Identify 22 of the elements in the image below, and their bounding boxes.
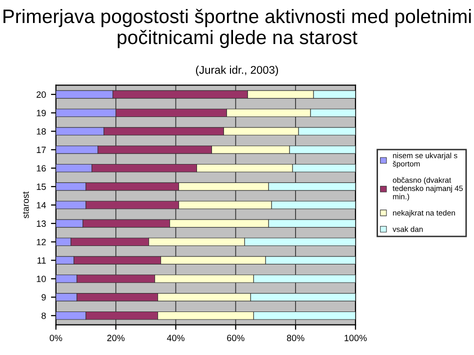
y-tick-label: 10 [36,276,46,282]
y-tick-label: 9 [42,294,46,301]
x-tick-label: 20% [107,334,125,342]
y-tick-label: 15 [36,184,46,190]
y-tick-label: 18 [36,128,46,135]
y-tick-label: 20 [36,91,46,98]
x-tick-label: 0% [50,334,62,342]
y-tick-label: 11 [38,257,46,264]
y-tick-label: 17 [36,146,46,153]
x-tick-label: 40% [166,334,184,342]
y-axis-title: starost [22,192,29,218]
chart-subtitle: (Jurak idr., 2003) [196,66,278,76]
y-tick-label: 12 [36,238,46,246]
y-tick-label: 16 [36,165,46,172]
x-tick-label: 100% [344,334,367,342]
x-tick-label: 60% [227,334,244,342]
y-tick-label: 14 [36,202,46,208]
chart-title: Primerjava pogostosti športne aktivnosti med poletnimi počitnicami glede na starost [4,8,471,48]
y-tick-label: 8 [42,312,46,319]
x-tick-label: 80% [286,334,304,342]
y-tick-label: 13 [36,220,46,227]
y-tick-label: 19 [36,110,46,116]
